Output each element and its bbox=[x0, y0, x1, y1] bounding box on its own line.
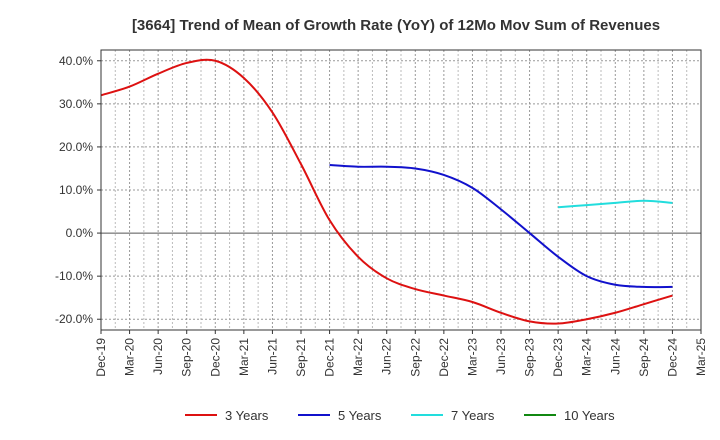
x-axis: Dec-19 Mar-20 Jun-20 Sep-20 Dec-20 Mar-21 Jun-… bbox=[94, 330, 708, 377]
y-axis: 40.0% 30.0% 20.0% 10.0% 0.0% -10.0% -20.0% bbox=[55, 54, 101, 326]
series-line-3-years bbox=[100, 58, 673, 325]
grid bbox=[100, 50, 702, 330]
x-tick-label: Jun-20 bbox=[151, 338, 165, 375]
x-tick-label: Mar-22 bbox=[351, 338, 365, 376]
x-tick-label: Jun-21 bbox=[265, 338, 279, 375]
y-tick-label: 20.0% bbox=[59, 140, 93, 154]
x-tick-label: Sep-21 bbox=[294, 338, 308, 377]
y-tick-label: 30.0% bbox=[59, 97, 93, 111]
legend-label-3-years: 3 Years bbox=[225, 408, 269, 423]
legend-label-10-years: 10 Years bbox=[564, 408, 615, 423]
x-tick-label: Dec-19 bbox=[94, 338, 108, 377]
series-line-7-years bbox=[558, 199, 673, 209]
x-tick-label: Dec-20 bbox=[208, 338, 222, 377]
y-tick-label: -20.0% bbox=[55, 312, 93, 326]
series-lines bbox=[100, 58, 673, 325]
x-tick-label: Sep-24 bbox=[637, 338, 651, 377]
x-tick-label: Dec-22 bbox=[437, 338, 451, 377]
legend: 3 Years 5 Years 7 Years 10 Years bbox=[185, 408, 615, 423]
x-tick-label: Jun-22 bbox=[380, 338, 394, 375]
x-tick-label: Dec-23 bbox=[551, 338, 565, 377]
legend-label-5-years: 5 Years bbox=[338, 408, 382, 423]
chart-title: [3664] Trend of Mean of Growth Rate (YoY… bbox=[132, 17, 660, 34]
x-tick-label: Dec-21 bbox=[323, 338, 337, 377]
x-tick-label: Jun-23 bbox=[494, 338, 508, 375]
x-tick-label: Mar-24 bbox=[580, 338, 594, 376]
x-tick-label: Sep-23 bbox=[523, 338, 537, 377]
x-tick-label: Mar-25 bbox=[694, 338, 708, 376]
y-tick-label: -10.0% bbox=[55, 269, 93, 283]
y-tick-label: 40.0% bbox=[59, 54, 93, 68]
series-line-5-years bbox=[329, 164, 673, 289]
x-tick-label: Mar-20 bbox=[123, 338, 137, 376]
legend-label-7-years: 7 Years bbox=[451, 408, 495, 423]
x-tick-label: Mar-23 bbox=[465, 338, 479, 376]
y-tick-label: 10.0% bbox=[59, 183, 93, 197]
x-tick-label: Dec-24 bbox=[665, 338, 679, 377]
x-tick-label: Sep-22 bbox=[408, 338, 422, 377]
x-tick-label: Jun-24 bbox=[608, 338, 622, 375]
x-tick-label: Mar-21 bbox=[237, 338, 251, 376]
x-tick-label: Sep-20 bbox=[180, 338, 194, 377]
y-tick-label: 0.0% bbox=[66, 226, 94, 240]
